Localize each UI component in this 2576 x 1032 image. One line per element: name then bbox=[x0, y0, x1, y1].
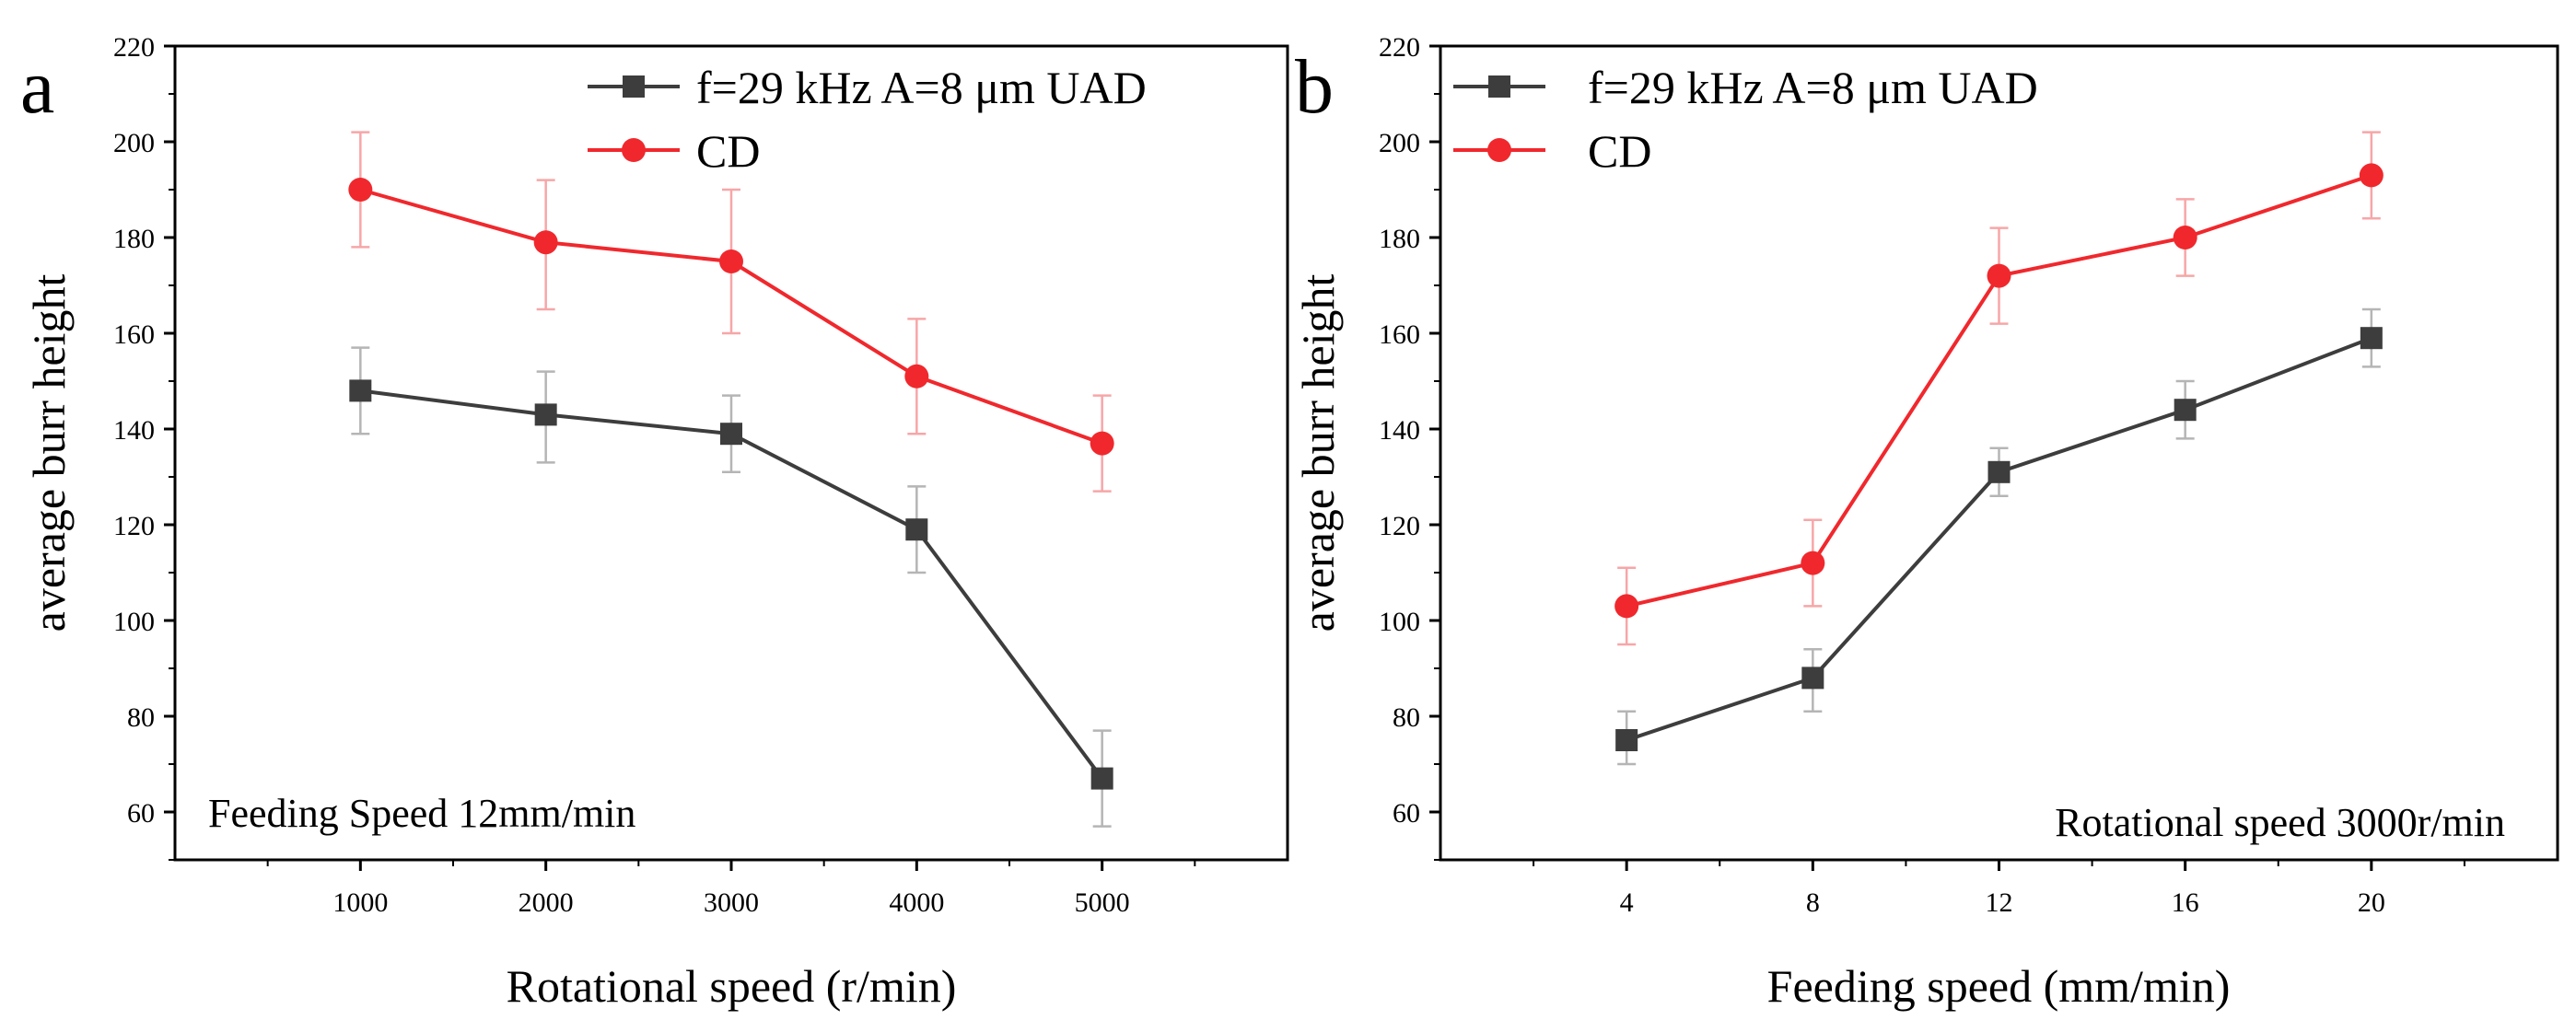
panel-b-legend-marker-uad bbox=[1488, 75, 1510, 98]
panel-b-x-tick-label: 16 bbox=[2172, 887, 2199, 918]
panel-b-y-tick-label: 100 bbox=[1379, 607, 1420, 637]
panel-a-cd-point bbox=[348, 178, 373, 202]
panel-a-y-tick-label: 120 bbox=[113, 511, 155, 541]
panel-a-x-tick-label: 4000 bbox=[889, 887, 944, 918]
panel-b: b 60 80 100 120 140 160 180 200 220 4 8 12 16 20 Rot… bbox=[1292, 32, 2559, 1012]
panel-b-y-axis-title: average burr height bbox=[1292, 274, 1344, 632]
panel-a-x-tick-label: 3000 bbox=[704, 887, 759, 918]
panel-b-uad-point bbox=[1987, 460, 2011, 483]
panel-a-legend-marker-cd bbox=[622, 138, 646, 162]
panel-a-y-tick-label: 80 bbox=[127, 702, 155, 733]
panel-b-y-tick-label: 120 bbox=[1379, 511, 1420, 541]
panel-b-y-tick-label: 220 bbox=[1379, 32, 1420, 63]
panel-b-annotation: Rotational speed 3000r/min bbox=[2055, 800, 2505, 845]
panel-b-x-tick-label: 8 bbox=[1806, 887, 1820, 918]
panel-a-x-tick-label: 2000 bbox=[519, 887, 574, 918]
panel-a-y-tick-label: 60 bbox=[127, 798, 155, 829]
panel-a-uad-point bbox=[905, 518, 928, 541]
panel-a-annotation: Feeding Speed 12mm/min bbox=[208, 791, 635, 836]
panel-a-legend-label-uad: f=29 kHz A=8 μm UAD bbox=[696, 62, 1147, 113]
panel-b-legend-label-cd: CD bbox=[1588, 125, 1651, 177]
panel-a-cd-point bbox=[1090, 431, 1114, 456]
panel-a-x-tick-label: 5000 bbox=[1075, 887, 1130, 918]
panel-b-uad-point bbox=[2360, 327, 2383, 350]
panel-b-y-tick-label: 180 bbox=[1379, 224, 1420, 254]
panel-a-x-tick-label: 1000 bbox=[332, 887, 388, 918]
panel-b-legend-marker-cd bbox=[1487, 138, 1511, 162]
panel-a-cd-point bbox=[533, 230, 558, 255]
panel-a-legend-label-cd: CD bbox=[696, 125, 760, 177]
panel-a-legend-marker-uad bbox=[623, 75, 645, 98]
panel-b-cd-point bbox=[2173, 226, 2197, 249]
panel-a-x-axis-title: Rotational speed (r/min) bbox=[507, 960, 957, 1012]
panel-a-y-tick-label: 140 bbox=[113, 415, 155, 446]
panel-b-uad-point bbox=[1801, 667, 1824, 690]
panel-a: a 60 80 100 120 140 160 180 200 220 1000 2000 3000… bbox=[20, 32, 1289, 1012]
panel-b-legend-label-uad: f=29 kHz A=8 μm UAD bbox=[1588, 62, 2038, 113]
panel-b-x-tick-label: 12 bbox=[1986, 887, 2013, 918]
panel-b-cd-point bbox=[1614, 594, 1639, 619]
panel-b-uad-point bbox=[1615, 729, 1638, 751]
panel-a-legend: f=29 kHz A=8 μm UAD CD bbox=[588, 62, 1147, 177]
panel-a-uad-point bbox=[1090, 767, 1113, 790]
panel-a-uad-point bbox=[349, 379, 372, 402]
panel-a-y-tick-label: 160 bbox=[113, 319, 155, 350]
panel-a-letter: a bbox=[20, 44, 54, 130]
panel-b-cd-point bbox=[1801, 551, 1825, 575]
panel-b-x-axis-title: Feeding speed (mm/min) bbox=[1767, 960, 2231, 1012]
panel-b-cd-point bbox=[1987, 263, 2011, 288]
panel-b-y-tick-label: 80 bbox=[1393, 702, 1420, 733]
panel-b-legend: f=29 kHz A=8 μm UAD CD bbox=[1453, 62, 2038, 177]
panel-b-uad-series-line bbox=[1626, 336, 2372, 742]
panel-b-y-tick-label: 140 bbox=[1379, 415, 1420, 446]
panel-a-y-tick-label: 180 bbox=[113, 224, 155, 254]
panel-a-cd-point bbox=[719, 249, 743, 273]
panel-b-letter: b bbox=[1295, 44, 1334, 130]
panel-a-y-tick-label: 200 bbox=[113, 128, 155, 158]
panel-b-cd-point bbox=[2359, 163, 2384, 188]
panel-b-y-tick-label: 160 bbox=[1379, 319, 1420, 350]
panel-a-y-tick-label: 100 bbox=[113, 607, 155, 637]
panel-b-x-tick-label: 20 bbox=[2358, 887, 2385, 918]
panel-b-uad-point bbox=[2174, 399, 2197, 422]
panel-a-uad-point bbox=[720, 423, 742, 446]
panel-a-y-axis-title: average burr height bbox=[23, 274, 75, 632]
panel-b-y-tick-label: 200 bbox=[1379, 128, 1420, 158]
panel-a-uad-point bbox=[534, 403, 557, 426]
panel-b-x-tick-label: 4 bbox=[1620, 887, 1634, 918]
panel-b-y-tick-label: 60 bbox=[1393, 798, 1420, 829]
panel-a-y-tick-label: 220 bbox=[113, 32, 155, 63]
panel-a-cd-point bbox=[904, 364, 929, 388]
